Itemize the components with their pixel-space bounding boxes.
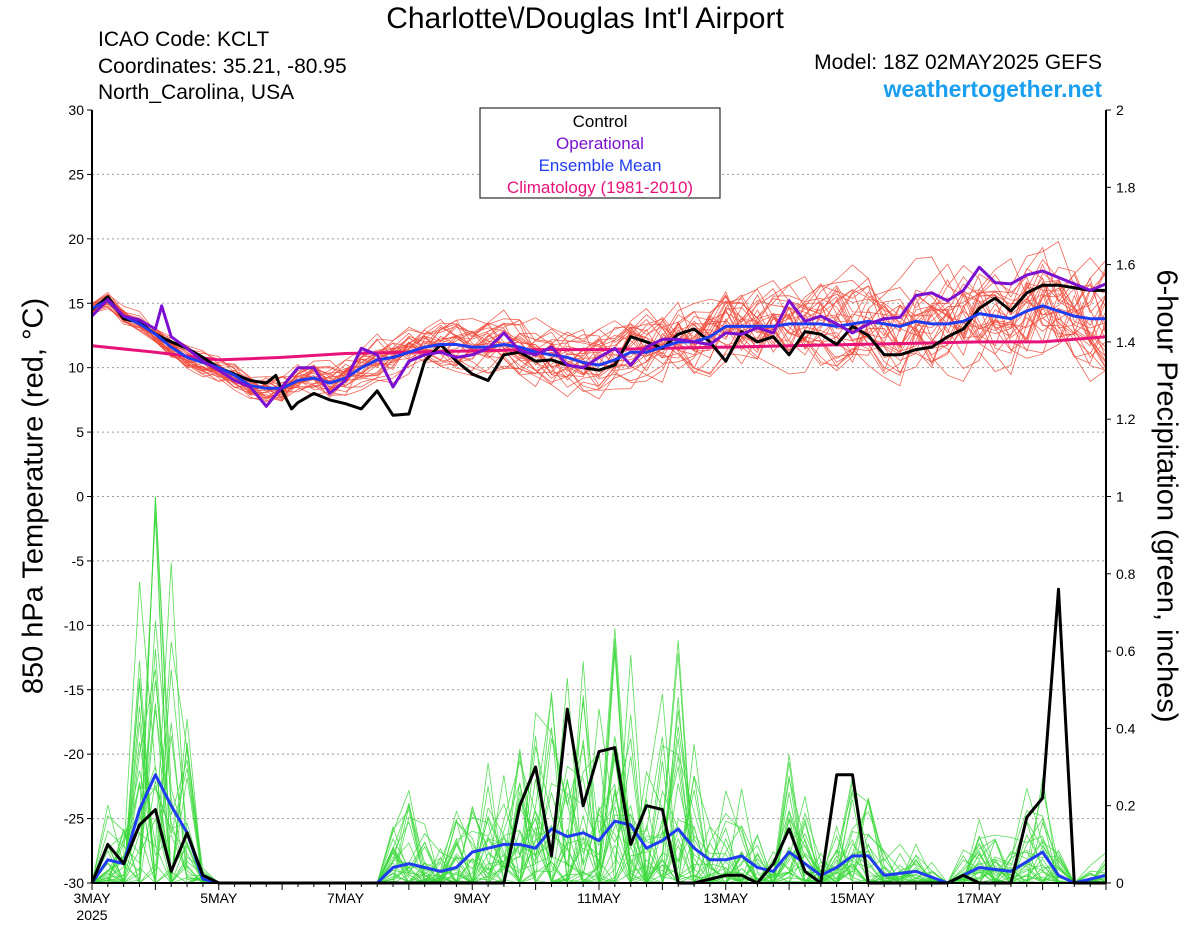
temperature-member-line [91,289,1107,402]
y-tick-label-left: -30 [64,875,84,891]
x-tick-label: 9MAY [454,890,492,906]
y-tick-label-right: 1.2 [1116,411,1136,427]
y-tick-label-left: 15 [68,295,84,311]
precipitation-member-line [91,741,1107,885]
y-tick-label-right: 1 [1116,489,1124,505]
precip-control-line [90,587,1106,885]
precipitation-member-line [91,641,1107,885]
precipitation-member-line [91,562,1107,884]
precipitation-member-line [91,640,1106,884]
temperature-member-line [91,277,1107,395]
precipitation-member-line [91,703,1107,884]
y-tick-label-right: 0 [1116,875,1124,891]
precipitation-member-line [91,669,1106,884]
y-tick-label-right: 1.6 [1116,257,1136,273]
temp-ensemble-mean-line [91,299,1106,390]
y-tick-label-left: -15 [64,682,84,698]
y-tick-label-right: 1.4 [1116,334,1136,350]
legend-entry: Operational [556,134,644,153]
temperature-member-line [91,290,1107,400]
y-tick-label-right: 0.8 [1116,566,1136,582]
icao-code: ICAO Code: KCLT [98,28,270,51]
y-tick-label-right: 2 [1116,102,1124,118]
legend-box [479,107,721,199]
legend-entry: Ensemble Mean [539,156,662,175]
temperature-member-line [91,265,1107,396]
y-tick-label-left: 20 [68,231,84,247]
precipitation-member-line [91,505,1107,884]
precipitation-member-line [91,714,1107,884]
precipitation-member-line [91,581,1107,884]
temp-operational-line [90,265,1107,408]
y-tick-label-right: 1.8 [1116,179,1136,195]
precipitation-member-line [92,648,1107,885]
x-tick-label: 17MAY [957,890,1003,906]
x-tick-label: 13MAY [703,890,749,906]
y-tick-label-right: 0.4 [1116,720,1136,736]
y-tick-label-left: -10 [64,617,84,633]
y-tick-label-left: 25 [68,166,84,182]
y-tick-label-left: -20 [64,746,84,762]
y-tick-label-left: -25 [64,811,84,827]
x-tick-label: 3MAY [73,890,111,906]
precipitation-member-line [91,701,1107,885]
precipitation-member-line [92,646,1107,884]
precipitation-member-line [91,669,1107,885]
legend-entry: Control [573,112,628,131]
y-tick-label-left: 30 [68,102,84,118]
x-tick-sublabel: 2025 [76,907,107,923]
y-tick-label-left: 10 [68,360,84,376]
chart-title: Charlotte\/Douglas Int'l Airport [386,2,784,35]
precipitation-member-line [91,709,1107,885]
y-tick-label-right: 0.6 [1116,643,1136,659]
region: North_Carolina, USA [98,81,295,104]
legend-entry: Climatology (1981-2010) [507,178,693,197]
x-tick-label: 5MAY [200,890,238,906]
y-tick-label-right: 0.2 [1116,798,1136,814]
precipitation-member-line [91,653,1107,884]
temperature-member-line [91,258,1107,392]
x-tick-label: 11MAY [577,890,621,906]
y-tick-label-left: 0 [76,489,84,505]
precipitation-member-line [91,654,1107,885]
y-tick-label-left: -5 [72,553,85,569]
precipitation-member-line [91,515,1107,884]
x-tick-label: 15MAY [830,890,876,906]
site-link[interactable]: weathertogether.net [883,76,1102,102]
coordinates: Coordinates: 35.21, -80.95 [98,55,347,78]
precipitation-member-line [91,638,1107,885]
x-tick-label: 7MAY [327,890,365,906]
model-run: Model: 18Z 02MAY2025 GEFS [814,51,1102,74]
temperature-member-line [91,278,1107,398]
y-tick-label-left: 5 [76,424,84,440]
